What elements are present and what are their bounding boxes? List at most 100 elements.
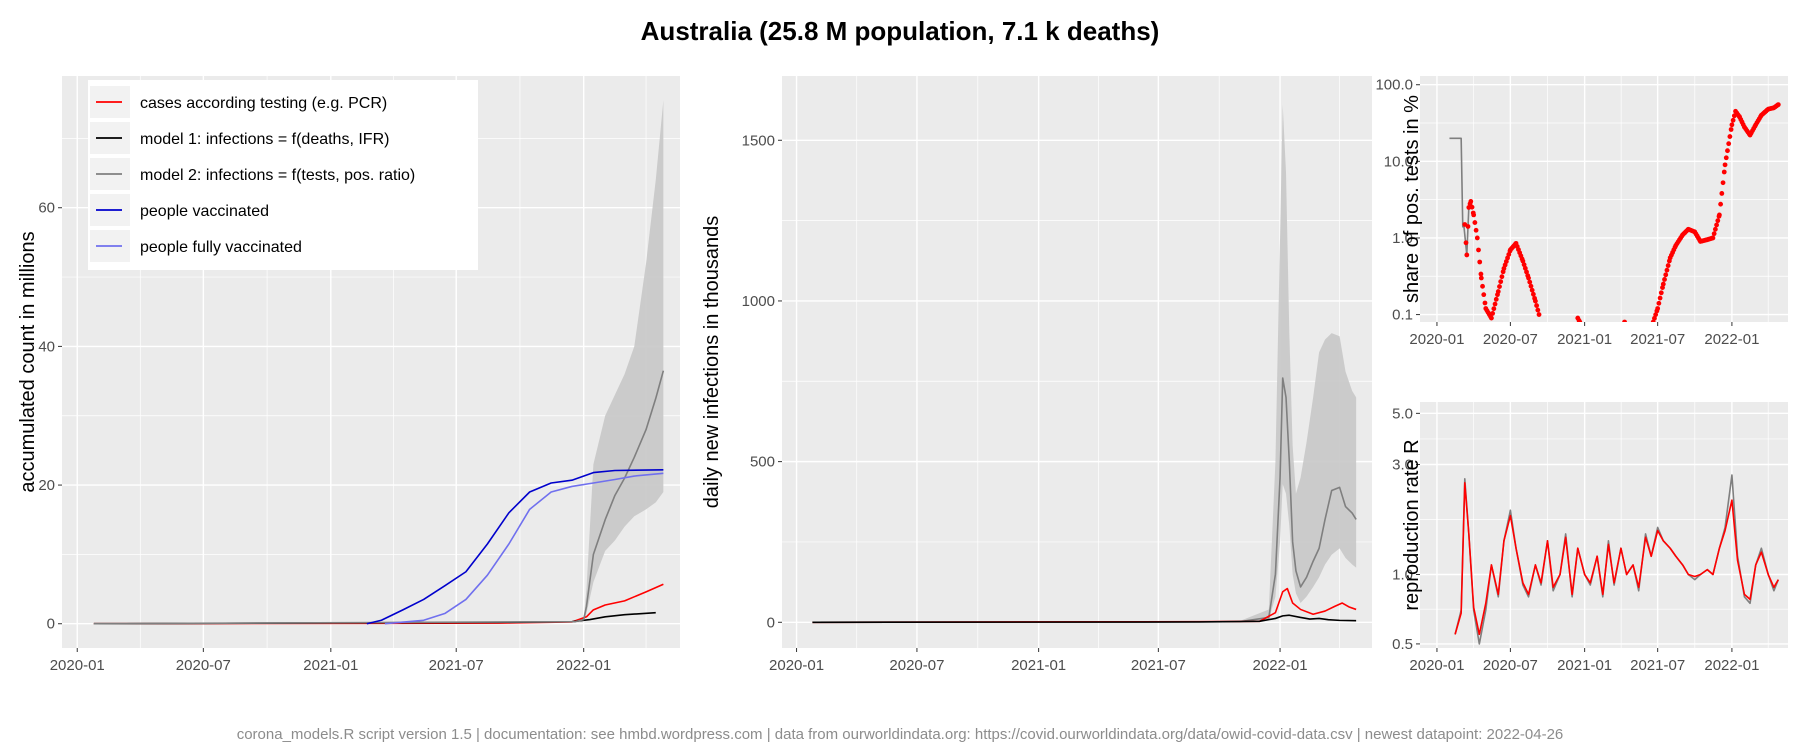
data-point [1533,298,1538,304]
data-point [1723,155,1729,161]
source-footer: corona_models.R script version 1.5 | doc… [236,726,1564,743]
y-tick-label: 10.0 [1384,153,1413,170]
y-tick-label: 0 [767,614,775,631]
data-point [1476,247,1481,253]
data-point [1729,122,1735,128]
x-tick-label: 2020-01 [769,657,824,674]
data-point [1726,141,1732,147]
chart-panel-2: 0 500 1000 1500 2020-01 2020-07 2021-01 2021-07… [701,76,1372,674]
data-point [1712,226,1718,232]
data-layer [812,104,1357,624]
data-point [1480,283,1485,289]
data-point [1497,284,1502,289]
legend-label: people fully vaccinated [140,239,302,256]
data-point [1473,227,1479,233]
data-point [1521,262,1527,268]
chart-panel-4: 0.5 1.0 3.0 5.0 2020-01 2020-07 2021-01 2021-07… [1392,402,1788,674]
x-tick-label: 2020-07 [889,657,944,674]
data-point [1711,231,1717,237]
data-point [1527,279,1533,285]
data-point [1522,265,1528,271]
legend: cases according testing (e.g. PCR) model … [88,80,478,270]
data-point [1536,312,1542,317]
data-point [1489,315,1494,321]
data-point [1577,319,1583,322]
data-point [1529,287,1535,293]
data-point [1526,275,1531,281]
data-layer [1454,474,1780,645]
y-axis-title: reproduction rate R [1401,439,1423,610]
data-point [1478,271,1484,277]
chart-title: Australia (25.8 M population, 7.1 k deat… [640,16,1160,46]
legend-label: model 2: infections = f(tests, pos. rati… [140,167,415,184]
y-tick-label: 5.0 [1392,405,1413,422]
data-point [1535,307,1541,313]
data-point [1653,312,1659,318]
y-tick-label: 0.5 [1392,636,1413,653]
data-point [1498,279,1504,285]
data-point [1664,267,1670,273]
data-point [1490,310,1496,316]
data-point [1520,258,1526,264]
data-point [1528,283,1534,289]
data-point [1657,295,1663,301]
y-axis-title: share of pos. tests in % [1401,95,1423,303]
data-point [1710,235,1716,241]
data-point [1730,117,1736,123]
data-point [1622,319,1627,322]
legend-label: model 1: infections = f(deaths, IFR) [140,131,389,148]
data-point [1499,274,1505,280]
data-point [1725,148,1730,154]
data-point [1663,272,1669,278]
x-tick-label: 2020-01 [50,657,105,674]
y-tick-label: 0.1 [1392,307,1413,324]
y-tick-label: 20 [38,477,55,494]
data-point [1717,212,1722,218]
data-point [1524,269,1529,275]
data-point [1472,220,1478,225]
data-point [1478,275,1484,281]
series-line [812,587,1357,624]
x-tick-label: 2021-07 [1131,657,1186,674]
data-point [1495,289,1501,294]
series-line [812,614,1357,624]
series-line [93,370,665,625]
y-tick-label: 3.0 [1392,456,1413,473]
data-point [1721,169,1727,175]
data-point [1662,277,1667,282]
data-point [1652,315,1657,321]
data-point [1464,252,1470,258]
x-tick-label: 2022-01 [556,657,611,674]
data-point [1656,300,1662,306]
data-point [1530,291,1536,297]
data-point [1493,296,1499,302]
chart-panel-1: 0 20 40 60 2020-01 2020-07 2021-01 2021-07 2022-… [17,76,680,674]
data-point [1660,281,1666,287]
data-point [1474,235,1480,241]
y-axis-title: daily new infections in thousands [701,216,723,508]
data-point [1665,263,1671,268]
y-tick-label: 1500 [742,132,775,149]
data-point [1718,201,1724,207]
data-point [1722,162,1728,168]
data-point [1463,240,1469,246]
legend-label: people vaccinated [140,203,269,220]
y-axis-title: accumulated count in millions [17,231,39,492]
x-tick-label: 2020-07 [1483,331,1538,348]
series-line [812,377,1357,624]
x-tick-label: 2020-01 [1409,657,1464,674]
y-tick-label: 40 [38,338,55,355]
data-layer [93,100,665,625]
x-tick-label: 2020-07 [176,657,231,674]
y-tick-label: 500 [750,454,775,471]
y-tick-label: 100.0 [1375,77,1413,94]
legend-background [88,80,478,270]
data-point [1465,224,1471,229]
data-point [1727,134,1733,139]
x-tick-label: 2020-01 [1409,331,1464,348]
x-tick-label: 2021-01 [1557,331,1612,348]
y-tick-label: 1000 [742,293,775,310]
y-tick-label: 0 [47,616,55,633]
data-point [1534,303,1540,308]
